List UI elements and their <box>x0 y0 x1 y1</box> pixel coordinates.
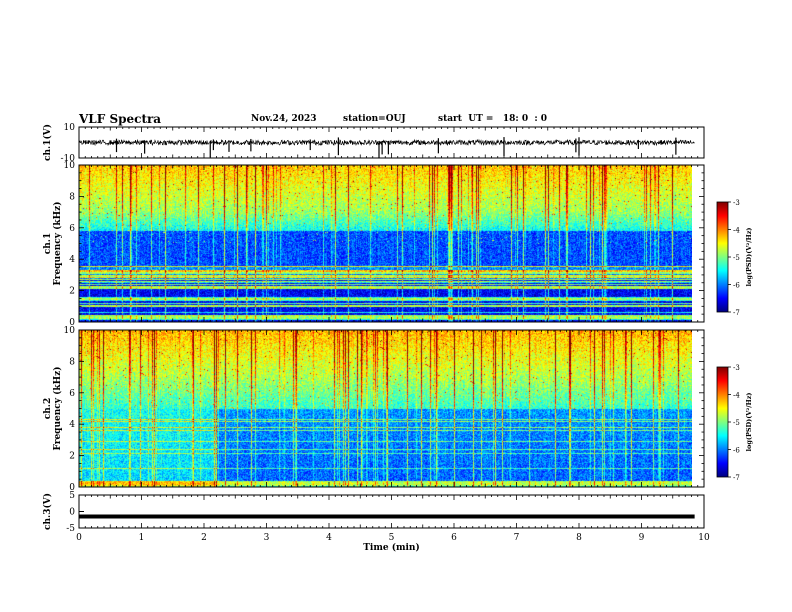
x-axis-label: Time (min) <box>363 542 420 553</box>
chart-title: VLF Spectra <box>79 112 162 126</box>
ch2-spectrogram-ytick-label: 8 <box>69 357 75 367</box>
ch1-spectrogram-image <box>79 165 692 322</box>
ch3-ytick-label: 5 <box>69 491 75 501</box>
start-ut-label: start UT = 18: 0 : 0 <box>438 114 548 124</box>
ch1-ylabel: ch.1(V) <box>42 124 53 161</box>
colorbar-label: log(PSD)(V²/Hz) <box>745 228 753 287</box>
x-tick-label: 4 <box>326 533 332 543</box>
x-tick-label: 10 <box>698 533 710 543</box>
ch2-spectrogram-channel-label: ch.2 <box>43 398 53 419</box>
ch1-spectrogram-channel-label: ch.1 <box>43 233 53 254</box>
colorbar-tick-label: -6 <box>733 447 740 455</box>
ch1-spectrogram-ytick-label: 0 <box>69 318 75 328</box>
ch2-spectrogram-ytick-label: 10 <box>64 326 76 336</box>
colorbar-tick-label: -7 <box>733 309 740 317</box>
date-label: Nov.24, 2023 <box>251 114 317 124</box>
ch1-spectrogram-ytick-label: 8 <box>69 192 75 202</box>
colorbar-1 <box>716 201 729 313</box>
x-tick-label: 1 <box>139 533 145 543</box>
ch1-spectrogram-ytick-label: 6 <box>69 224 75 234</box>
colorbar-tick-label: -5 <box>733 419 740 427</box>
colorbar-tick-label: -3 <box>733 199 740 207</box>
colorbar-tick-label: -6 <box>733 282 740 290</box>
colorbar-tick-label: -5 <box>733 254 740 262</box>
ch1-spectrogram-ylabel: Frequency (kHz) <box>52 201 63 285</box>
ch3-ylabel: ch.3(V) <box>42 493 53 530</box>
colorbar-tick-label: -3 <box>733 364 740 372</box>
x-tick-label: 0 <box>76 533 82 543</box>
ch1-ytick-label: -10 <box>61 154 76 164</box>
x-tick-label: 2 <box>201 533 207 543</box>
ch2-spectrogram-ytick-label: 0 <box>69 483 75 493</box>
ch1-spectrogram-ytick-label: 4 <box>69 255 75 265</box>
ch1-spectrogram-ytick-label: 10 <box>64 161 76 171</box>
x-tick-label: 8 <box>576 533 582 543</box>
ch2-spectrogram-ytick-label: 4 <box>69 420 75 430</box>
colorbar-tick-label: -7 <box>733 474 740 482</box>
colorbar-label: log(PSD)(V²/Hz) <box>745 393 753 452</box>
ch1-ytick-label: 10 <box>64 123 76 133</box>
ch3-ytick-label: 0 <box>69 508 75 518</box>
colorbar-tick-label: -4 <box>733 227 740 235</box>
x-tick-label: 9 <box>639 533 645 543</box>
x-tick-label: 7 <box>514 533 520 543</box>
x-tick-label: 3 <box>264 533 270 543</box>
ch3-ytick-label: -5 <box>66 524 75 534</box>
ch2-spectrogram-image <box>79 330 692 487</box>
ch2-spectrogram-ylabel: Frequency (kHz) <box>52 366 63 450</box>
colorbar-2 <box>716 366 729 478</box>
x-tick-label: 6 <box>451 533 457 543</box>
ch1-waveform-trace <box>78 138 695 147</box>
ch1-spectrogram-ytick-label: 2 <box>69 287 75 297</box>
colorbar-tick-label: -4 <box>733 392 740 400</box>
station-label: station=OUJ <box>343 114 406 124</box>
x-tick-label: 5 <box>389 533 395 543</box>
ch2-spectrogram-ytick-label: 2 <box>69 452 75 462</box>
ch2-spectrogram-ytick-label: 6 <box>69 389 75 399</box>
